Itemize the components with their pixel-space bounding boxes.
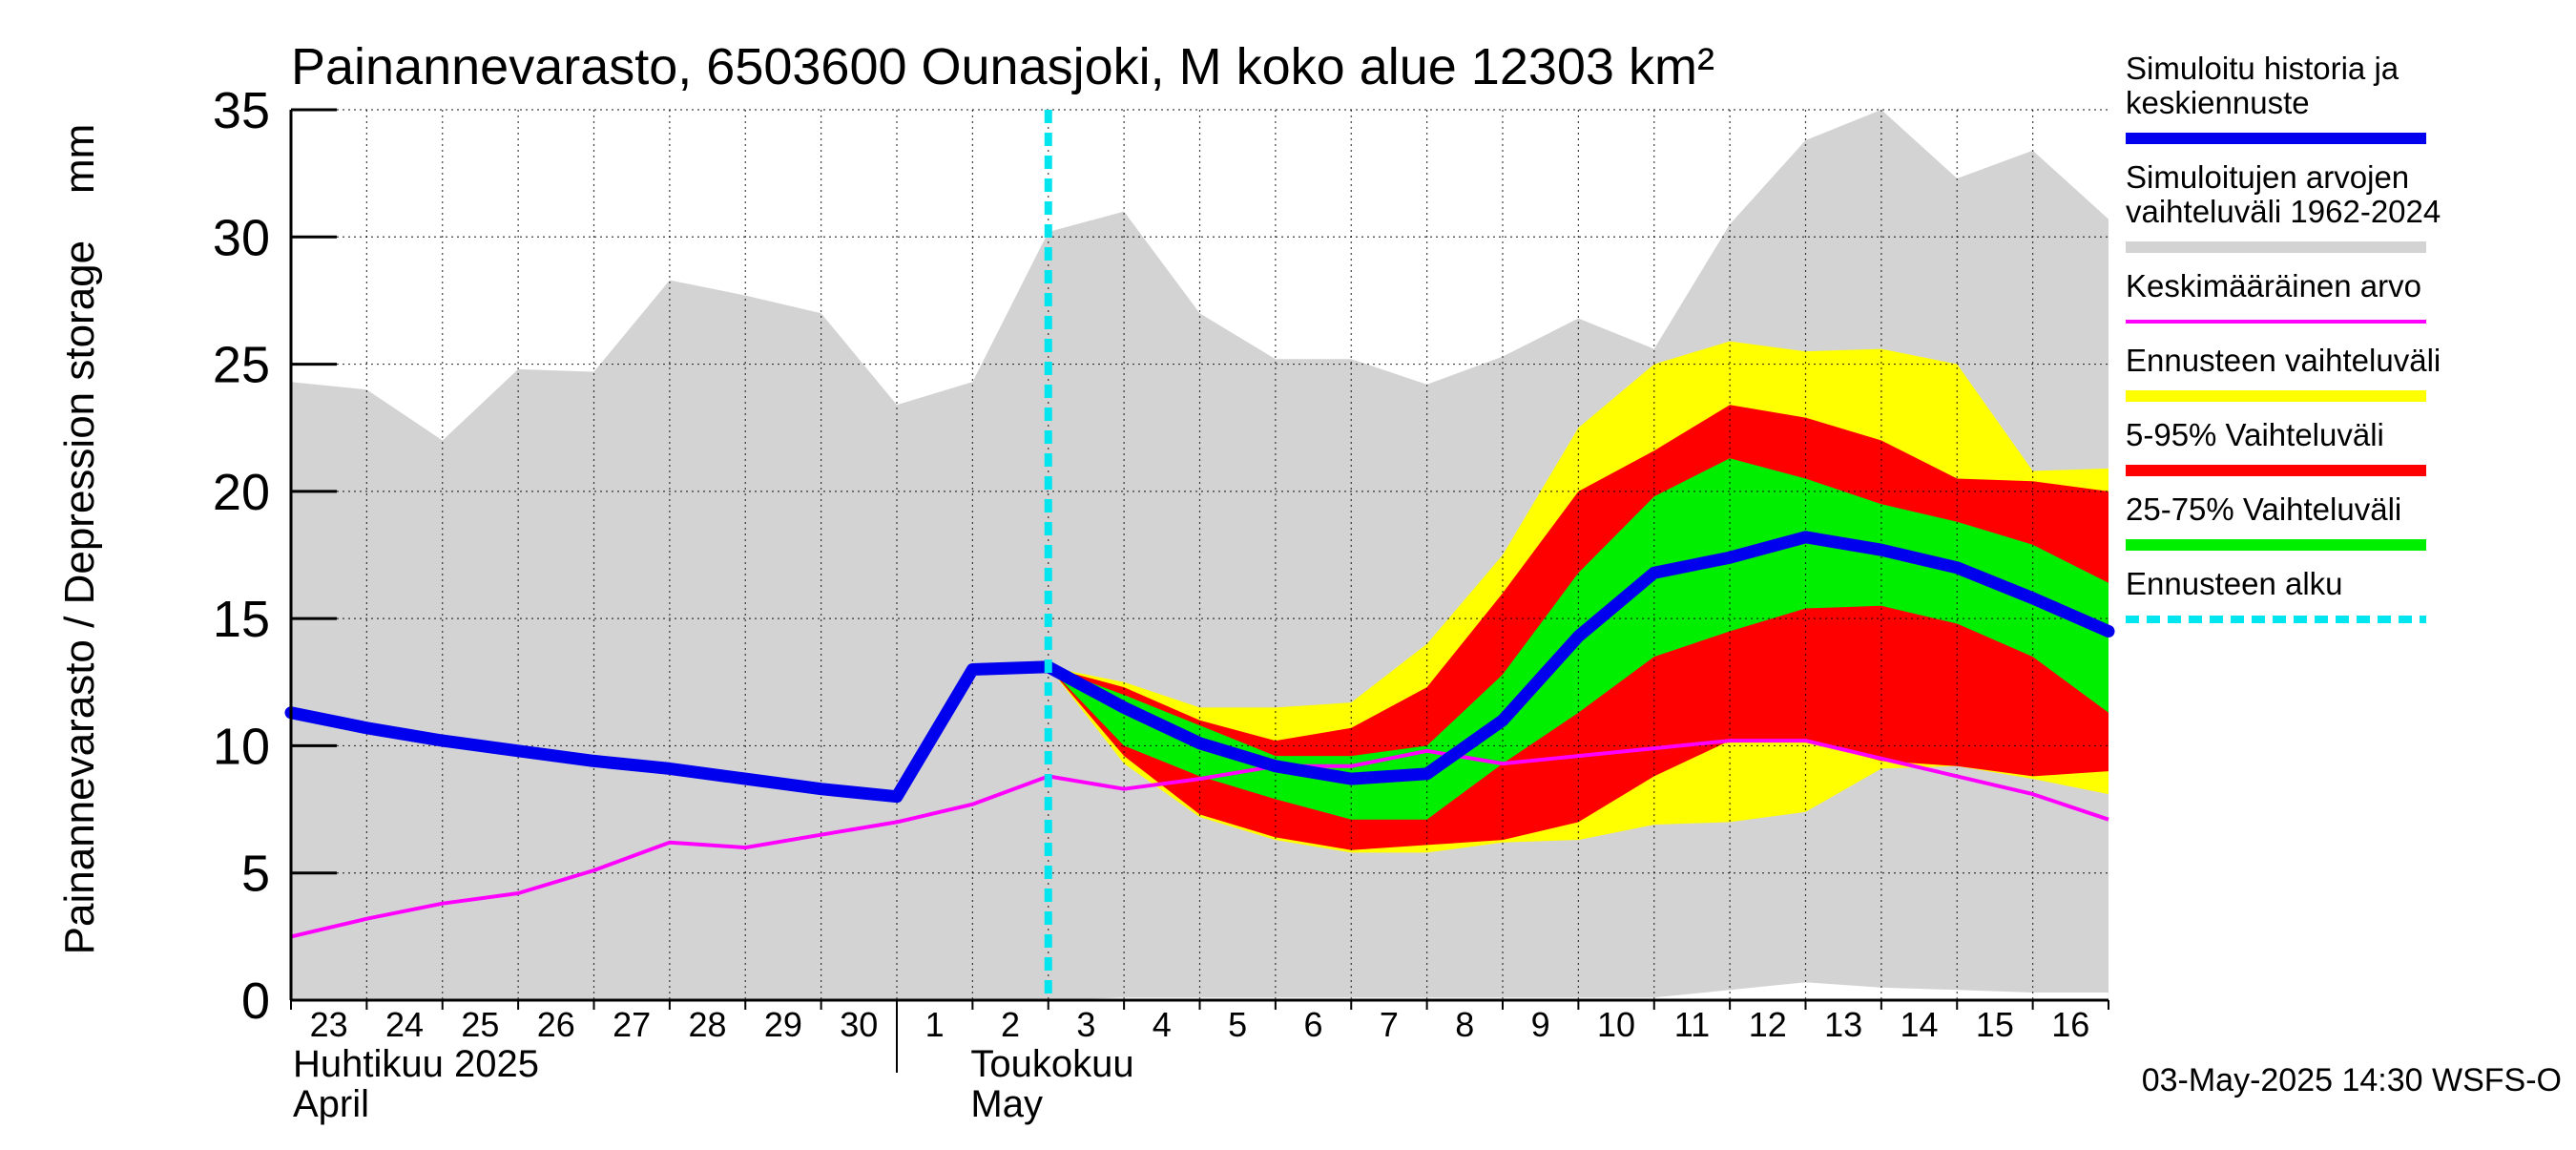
legend-label: Ennusteen vaihteluväli [2126,343,2441,378]
x-tick-label: 29 [764,1005,802,1044]
y-tick-label: 20 [213,464,270,521]
simulated-median-line [284,531,2115,804]
legend-label: Simuloitu historia ja [2126,51,2399,86]
x-tick-label: 13 [1824,1005,1862,1044]
legend-label: keskiennuste [2126,85,2310,120]
x-tick-label: 1 [925,1005,945,1044]
y-tick-label: 25 [213,337,270,394]
x-tick-label: 23 [310,1005,348,1044]
y-tick-label: 0 [241,972,270,1030]
x-tick-label: 6 [1304,1005,1323,1044]
legend-label: Ennusteen alku [2126,566,2343,601]
legend-label: vaihteluväli 1962-2024 [2126,194,2441,229]
month-label-en: May [970,1083,1043,1125]
x-tick-label: 24 [385,1005,424,1044]
y-tick-label: 30 [213,209,270,266]
mean-value-line [290,739,2109,939]
x-tick-label: 30 [840,1005,878,1044]
x-tick-label: 14 [1901,1005,1939,1044]
x-tick-label: 9 [1531,1005,1550,1044]
legend-label: 25-75% Vaihteluväli [2126,491,2401,527]
x-tick-label: 26 [537,1005,575,1044]
legend-label: Keskimääräinen arvo [2126,268,2421,303]
month-label-fi: Huhtikuu 2025 [293,1043,539,1085]
timestamp-footer: 03-May-2025 14:30 WSFS-O [2142,1062,2562,1098]
x-tick-label: 2 [1001,1005,1020,1044]
x-tick-label: 4 [1153,1005,1172,1044]
x-tick-label: 11 [1674,1005,1710,1044]
y-tick-label: 35 [213,82,270,139]
x-tick-label: 7 [1380,1005,1399,1044]
x-tick-label: 15 [1976,1005,2014,1044]
x-tick-label: 8 [1455,1005,1474,1044]
month-label-en: April [293,1083,369,1125]
x-tick-label: 5 [1228,1005,1247,1044]
axes [289,108,2109,1073]
x-tick-label: 10 [1597,1005,1635,1044]
x-tick-label: 12 [1749,1005,1787,1044]
series-lines [284,110,2115,1000]
x-tick-label: 27 [613,1005,651,1044]
y-tick-label: 5 [241,846,270,903]
legend-label: Simuloitujen arvojen [2126,159,2409,195]
chart-title: Painannevarasto, 6503600 Ounasjoki, M ko… [291,38,1714,95]
x-tick-label: 28 [689,1005,727,1044]
x-tick-label: 16 [2051,1005,2089,1044]
y-tick-label: 15 [213,591,270,648]
y-tick-label: 10 [213,718,270,775]
month-label-fi: Toukokuu [970,1043,1133,1085]
x-tick-label: 25 [461,1005,499,1044]
legend-label: 5-95% Vaihteluväli [2126,417,2384,452]
x-tick-label: 3 [1076,1005,1095,1044]
y-axis-label: Painannevarasto / Depression storage mm [56,124,103,955]
